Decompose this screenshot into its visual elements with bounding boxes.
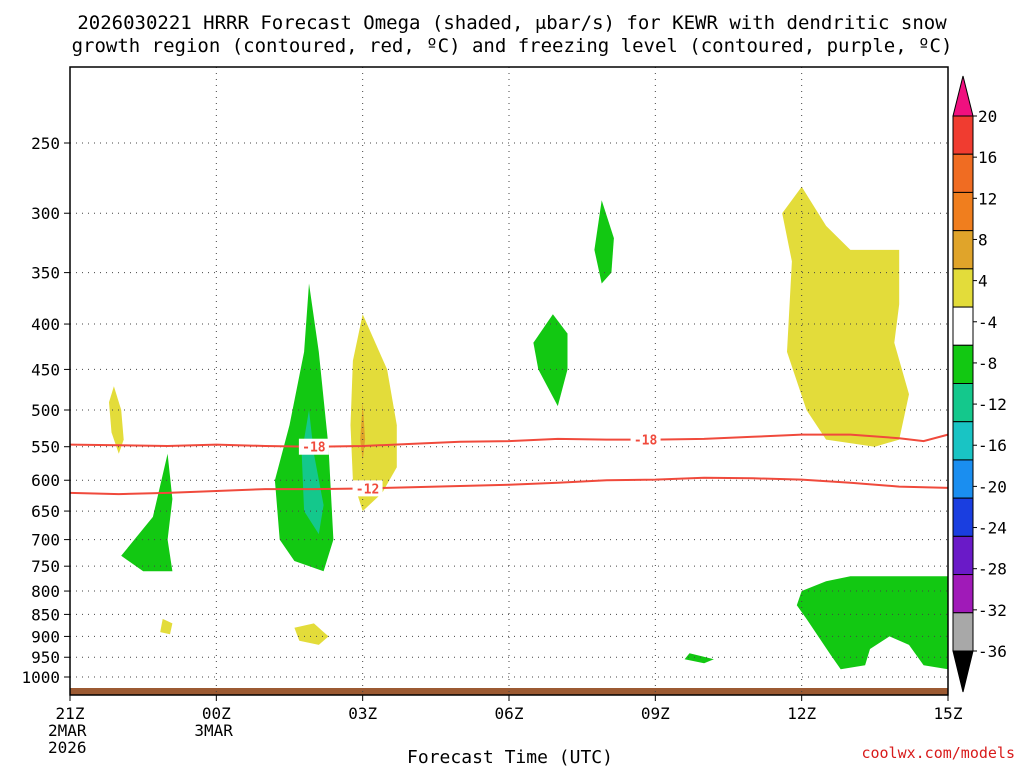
colorbar-label: 4	[978, 272, 988, 291]
x-tick-label: 21Z	[56, 704, 85, 723]
colorbar-bin	[952, 535, 974, 576]
omega-region-0	[109, 386, 124, 454]
colorbar-label: -24	[978, 519, 1007, 538]
colorbar-bin	[952, 344, 974, 384]
colorbar-bin	[952, 230, 974, 270]
colorbar-bin	[952, 459, 974, 499]
contour-label: -18	[302, 441, 326, 456]
colorbar-bin	[952, 383, 974, 423]
y-tick-label: 550	[31, 438, 60, 457]
colorbar-bin	[952, 612, 974, 652]
colorbar-label: -36	[978, 642, 1007, 661]
y-tick-label: 250	[31, 134, 60, 153]
x-tick-year: 2026	[48, 738, 87, 757]
colorbar-label: -12	[978, 395, 1007, 414]
contour-label-bg	[298, 438, 329, 455]
colorbar: 20 16 12 8 4 -4 -8 -12 -16 -20 -24 -28 -32 -36	[952, 75, 1007, 693]
colorbar-bin	[952, 115, 974, 155]
y-tick-label: 750	[31, 557, 60, 576]
y-tick-label: 400	[31, 315, 60, 334]
colorbar-label: -28	[978, 560, 1007, 579]
x-axis-title: Forecast Time (UTC)	[407, 747, 613, 768]
y-tick-label: 300	[31, 204, 60, 223]
omega-region-1	[350, 314, 397, 512]
y-tick-label: 1000	[21, 668, 60, 687]
colorbar-bin	[952, 306, 974, 346]
y-tick-label: 900	[31, 627, 60, 646]
colorbar-bin	[952, 421, 974, 461]
y-tick-label: 850	[31, 605, 60, 624]
x-tick-label: 06Z	[495, 704, 524, 723]
colorbar-label: -20	[978, 477, 1007, 496]
y-axis: 250 300 350 400 450 500 550 600 650 700 750 800 850 9…	[21, 134, 70, 687]
contour-label: -12	[356, 482, 379, 497]
omega-region-6	[121, 453, 173, 572]
colorbar-label: -16	[978, 436, 1007, 455]
colorbar-bin	[952, 153, 974, 193]
colorbar-label: 20	[978, 107, 997, 126]
contour--12	[69, 476, 949, 496]
x-tick-date: 2MAR	[48, 721, 87, 740]
colorbar-bin	[952, 191, 974, 232]
contour-label: -18	[634, 434, 658, 449]
y-tick-label: 800	[31, 582, 60, 601]
colorbar-label: -32	[978, 601, 1007, 620]
credit-text[interactable]: coolwx.com/models	[861, 744, 1015, 762]
colorbar-label: 12	[978, 189, 997, 208]
colorbar-label: 16	[978, 148, 997, 167]
x-tick-date: 3MAR	[194, 721, 233, 740]
colorbar-top-arrow	[952, 75, 974, 117]
omega-region-7	[533, 314, 568, 407]
omega-region-4	[782, 186, 909, 447]
omega-region-10	[796, 576, 948, 670]
colorbar-label: 8	[978, 230, 988, 249]
x-tick-label: 09Z	[641, 704, 670, 723]
colorbar-bin	[952, 574, 974, 614]
y-tick-label: 650	[31, 502, 60, 521]
y-tick-label: 500	[31, 401, 60, 420]
omega-region-2	[294, 623, 329, 645]
x-tick-label: 15Z	[934, 704, 963, 723]
colorbar-bottom-arrow	[952, 650, 974, 693]
plot-area: -18 -18 -12	[69, 66, 949, 696]
x-tick-label: 00Z	[202, 704, 231, 723]
y-tick-label: 950	[31, 648, 60, 667]
y-tick-label: 700	[31, 531, 60, 550]
omega-region-8	[594, 200, 614, 284]
contour--18	[69, 433, 949, 448]
colorbar-label: -4	[978, 313, 997, 332]
y-tick-label: 600	[31, 471, 60, 490]
chart-title-line2: growth region (contoured, red, ºC) and f…	[72, 35, 953, 57]
x-tick-label: 12Z	[787, 704, 816, 723]
y-tick-label: 450	[31, 360, 60, 379]
colorbar-label: -8	[978, 354, 997, 373]
y-tick-label: 350	[31, 264, 60, 283]
x-tick-label: 03Z	[348, 704, 377, 723]
colorbar-bin	[952, 497, 974, 537]
contour-label-bg	[630, 431, 661, 448]
omega-region-3	[160, 618, 173, 635]
colorbar-bin	[952, 268, 974, 308]
omega-region-9	[684, 653, 714, 664]
chart-title-line1: 2026030221 HRRR Forecast Omega (shaded, …	[77, 12, 947, 34]
contour-label-bg	[352, 480, 383, 497]
